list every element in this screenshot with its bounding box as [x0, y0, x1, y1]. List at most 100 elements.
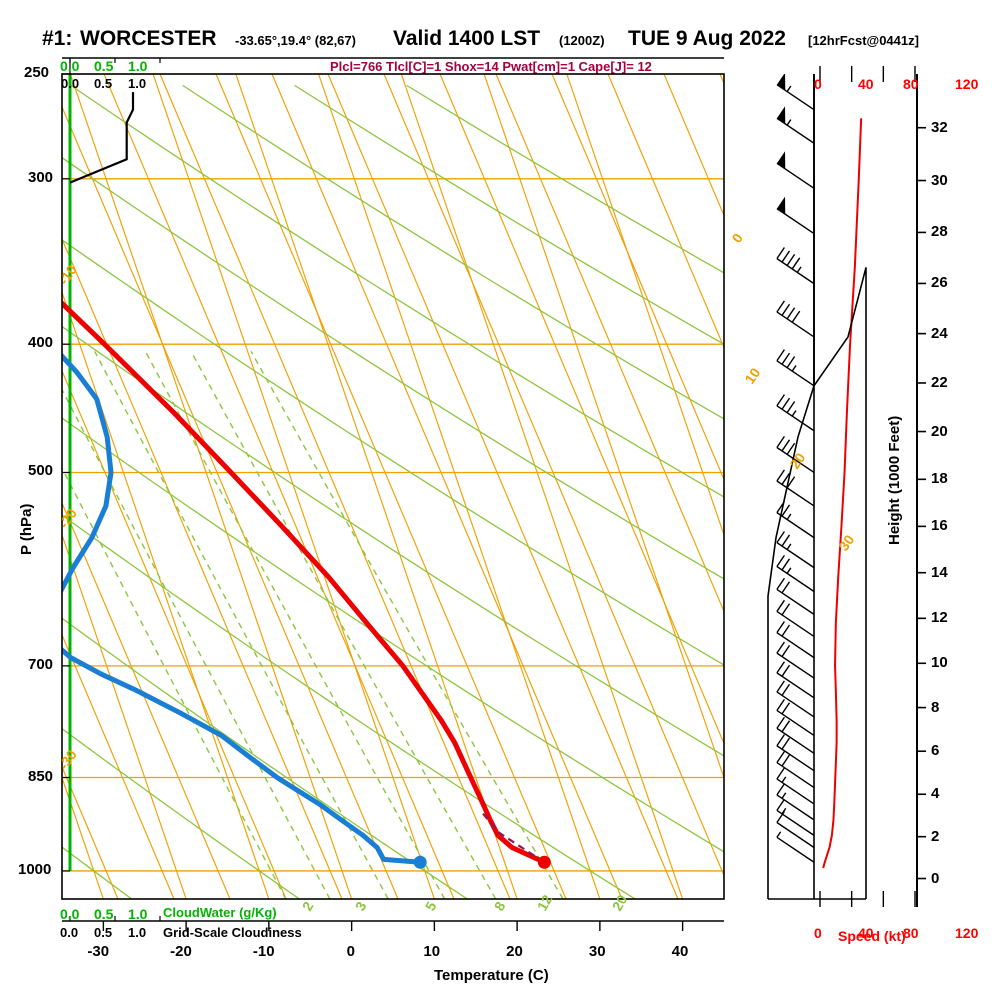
pressure-tick: 1000: [18, 860, 52, 878]
height-tick: 18: [931, 470, 948, 488]
mixing-ratio-label: 2: [299, 899, 317, 914]
wind-barb: [776, 641, 815, 679]
wind-barb: [776, 734, 815, 772]
height-tick: 26: [931, 274, 948, 292]
wind-barb: [776, 577, 815, 615]
isotherm-label-0-top: 0: [728, 230, 746, 246]
parcel-path-curve: [479, 809, 545, 864]
height-tick: 24: [931, 324, 948, 342]
mixing-ratio-label: 8: [491, 899, 509, 914]
wind-barb: [776, 831, 815, 863]
wind-barb: [776, 751, 815, 789]
temperature-tick: 20: [506, 943, 523, 960]
wind-envelope-left: [767, 74, 815, 899]
height-tick: 20: [931, 422, 948, 440]
temperature-tick: 30: [588, 943, 606, 960]
speed-axis-label: Speed (kt): [838, 928, 906, 944]
height-tick: 12: [931, 609, 948, 627]
wind-barb: [776, 106, 815, 144]
wind-barb: [776, 469, 815, 507]
wind-barb: [776, 716, 815, 754]
wind-barb: [776, 680, 815, 718]
height-tick: 0: [931, 869, 940, 887]
height-tick: 8: [931, 698, 940, 716]
wind-barb: [776, 247, 815, 285]
height-tick: 16: [931, 517, 948, 535]
wind-barb: [776, 599, 815, 637]
skewt-frame: [61, 73, 725, 900]
mixing-ratio-label: 20: [609, 892, 631, 914]
pressure-tick: 250: [24, 64, 50, 81]
height-tick: 2: [931, 827, 940, 845]
isotherm-label-left: -20: [55, 505, 80, 531]
wind-barb-column: [776, 74, 815, 899]
temperature-axis-label: Temperature (C): [434, 967, 549, 984]
pressure-tick: 850: [28, 767, 54, 785]
wind-barb: [776, 349, 815, 387]
valid-time: Valid 1400 LST: [393, 27, 541, 50]
temperature-curve: [62, 299, 547, 865]
pressure-axis-label: P (hPa): [18, 503, 35, 555]
height-tick: 22: [931, 373, 948, 391]
temperature-tick: -10: [252, 943, 275, 960]
temperature-tick: 40: [671, 943, 689, 960]
temperature-tick: -20: [170, 943, 192, 960]
skewt-gridlines: [62, 74, 724, 899]
cloudiness-axis-label: Grid-Scale Cloudiness: [163, 925, 302, 940]
wind-barb: [776, 698, 815, 737]
wind-envelope-right: [813, 74, 867, 899]
isotherm-label-10: 10: [741, 365, 763, 387]
valid-time-zulu: (1200Z): [559, 33, 605, 48]
temperature-tick: 0: [346, 943, 355, 960]
wind-barb: [776, 74, 815, 111]
wind-barb: [776, 196, 815, 235]
height-tick: 30: [931, 171, 948, 189]
wind-speed-curve: [822, 118, 863, 869]
wind-barb: [776, 435, 815, 474]
station-id: #1:: [42, 27, 73, 50]
temperature-tick: 10: [423, 943, 441, 960]
pressure-tick: 500: [28, 462, 54, 480]
surface-temperature-dot: [537, 855, 551, 869]
wind-barb: [776, 767, 815, 805]
wind-barb: [776, 394, 815, 432]
station-name: WORCESTER: [80, 27, 217, 50]
mixing-ratio-label: 5: [422, 899, 440, 914]
wind-barb: [776, 151, 815, 189]
valid-date: TUE 9 Aug 2022: [628, 27, 786, 50]
sounding-profiles: [62, 299, 551, 869]
station-coords: -33.65°,19.4° (82,67): [235, 33, 356, 48]
mixing-ratio-label: 12: [534, 892, 556, 914]
isotherm-label-30: 30: [835, 532, 857, 554]
isotherm-label-20: 20: [786, 450, 808, 472]
height-tick: 28: [931, 223, 948, 241]
axis-frames: [61, 57, 926, 931]
surface-dewpoint-dot: [413, 855, 427, 869]
wind-barb: [776, 554, 815, 593]
height-tick: 6: [931, 742, 940, 760]
speed-curve: [822, 118, 863, 869]
height-tick: 10: [931, 654, 948, 672]
height-tick: 32: [931, 118, 948, 136]
forecast-stamp: [12hrFcst@0441z]: [808, 33, 919, 48]
wind-barb: [776, 798, 815, 836]
height-tick: 14: [931, 563, 948, 581]
wind-barb: [776, 783, 815, 821]
pressure-tick: 400: [28, 334, 54, 352]
cloudwater-axis-label: CloudWater (g/Kg): [163, 905, 277, 920]
isotherm-label-left: -30: [55, 747, 80, 773]
height-axis-label: Height (1000 Feet): [886, 415, 903, 545]
dewpoint-curve: [62, 352, 423, 865]
temperature-tick: -30: [87, 943, 110, 960]
wind-barb: [776, 621, 815, 659]
wind-barb: [776, 661, 815, 699]
pressure-tick: 700: [28, 655, 54, 673]
mixing-ratio-label: 3: [352, 899, 370, 914]
isotherm-label-left: -10: [55, 262, 80, 288]
pressure-tick: 300: [28, 168, 54, 186]
height-tick: 4: [931, 785, 940, 803]
wind-barb: [776, 300, 815, 338]
wind-barb: [776, 531, 815, 569]
